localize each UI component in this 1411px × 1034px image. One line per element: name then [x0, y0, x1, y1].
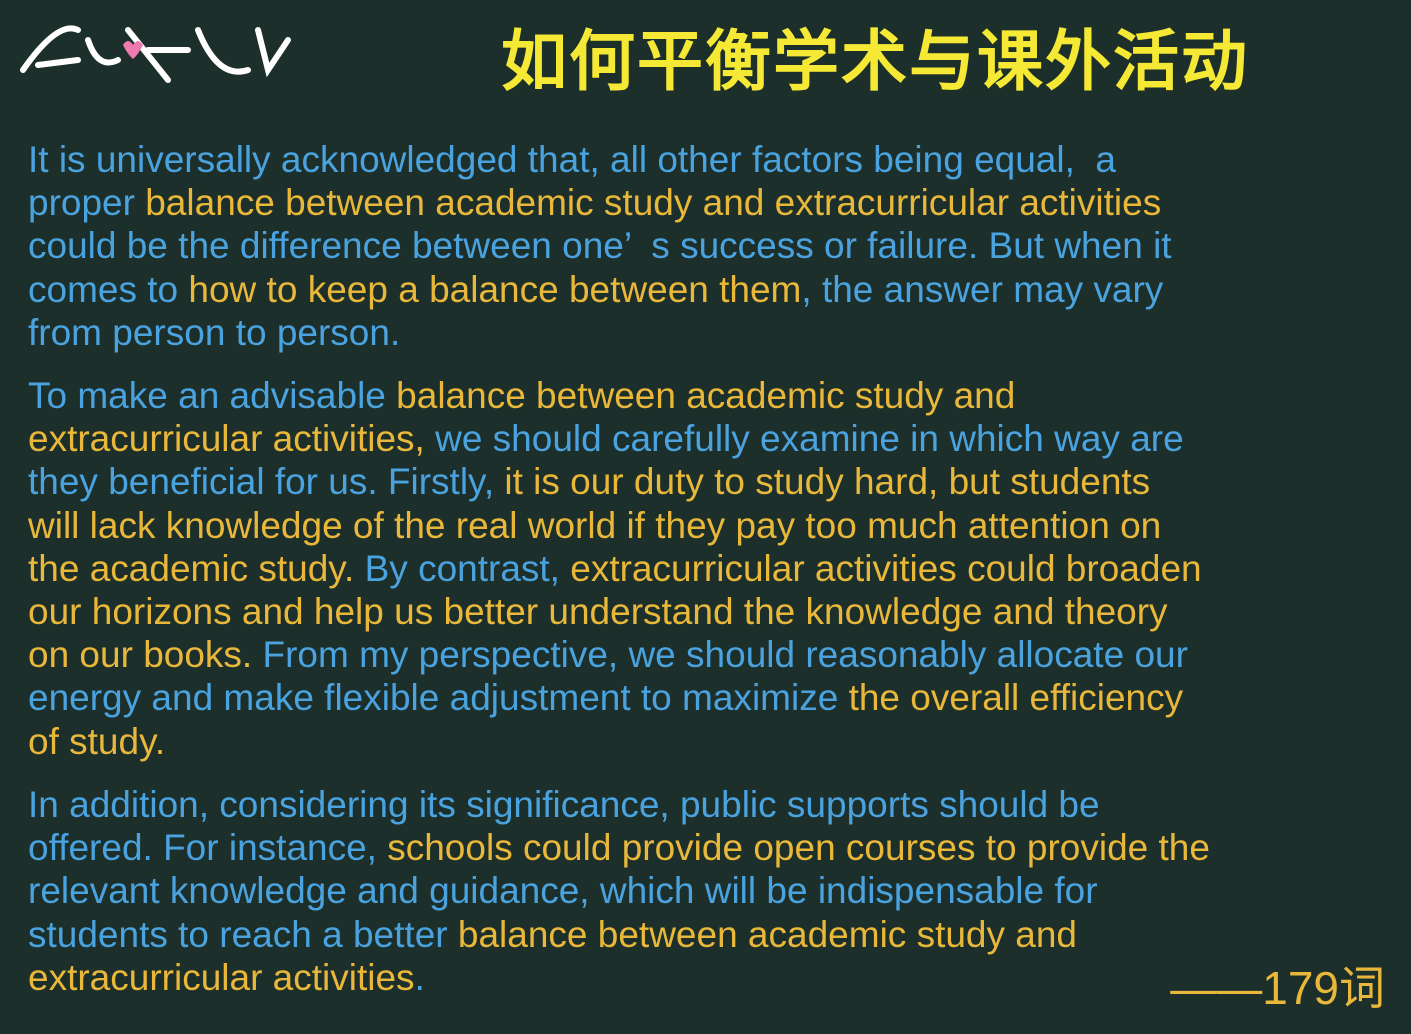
text-segment: schools could provide open courses to pr…	[387, 827, 1210, 869]
text-segment: students to reach a better	[28, 913, 458, 955]
text-line: relevant knowledge and guidance, which w…	[28, 869, 1098, 912]
text-line: will lack knowledge of the real world if…	[28, 504, 1161, 547]
text-line: To make an advisable balance between aca…	[28, 374, 1015, 417]
text-segment: on our books.	[28, 634, 263, 676]
text-segment: .	[414, 956, 425, 998]
text-line: energy and make flexible adjustment to m…	[28, 676, 1183, 719]
text-line: It is universally acknowledged that, all…	[28, 138, 1116, 181]
text-segment: from person to person.	[28, 311, 401, 353]
text-line: they beneficial for us. Firstly, it is o…	[28, 460, 1150, 503]
text-segment: will lack knowledge of the real world if…	[28, 504, 1162, 546]
text-segment: proper	[28, 182, 146, 224]
word-count: ——179词	[1170, 962, 1385, 1014]
text-segment: From my perspective, we should reasonabl…	[262, 634, 1188, 676]
text-segment: energy and make flexible adjustment to m…	[28, 677, 849, 719]
text-segment: extracurricular activities could broaden	[570, 547, 1202, 589]
text-segment: extracurricular activities	[28, 956, 415, 998]
text-segment: how to keep a balance between them	[188, 268, 802, 310]
text-segment: it is our duty to study hard, but studen…	[504, 461, 1151, 503]
logo	[20, 25, 291, 83]
text-segment: of study.	[28, 720, 166, 762]
text-line: the academic study. By contrast, extracu…	[28, 547, 1202, 590]
text-segment: By contrast,	[364, 547, 571, 589]
text-segment: they beneficial for us. Firstly,	[28, 461, 505, 503]
text-segment: balance between academic study and	[396, 375, 1016, 416]
text-segment: balance between academic study and extra…	[145, 182, 1162, 224]
title: 如何平衡学术与课外活动	[501, 23, 1249, 100]
text-line: extracurricular activities.	[28, 956, 425, 999]
text-segment: the academic study.	[28, 547, 365, 589]
text-segment: could be the difference between one’ s s…	[28, 225, 1172, 267]
text-segment: relevant knowledge and guidance, which w…	[28, 870, 1098, 912]
text-line: our horizons and help us better understa…	[28, 590, 1168, 633]
text-line: on our books. From my perspective, we sh…	[28, 633, 1188, 676]
text-line: proper balance between academic study an…	[28, 181, 1161, 224]
text-segment: , the answer may vary	[801, 268, 1164, 310]
text-line: from person to person.	[28, 311, 400, 354]
text-line: of study.	[28, 720, 165, 763]
text-line: comes to how to keep a balance between t…	[28, 268, 1163, 311]
text-segment: the overall efficiency	[848, 677, 1184, 719]
text-segment: comes to	[28, 268, 189, 310]
text-segment: In addition, considering its significanc…	[28, 784, 1100, 825]
text-line: In addition, considering its significanc…	[28, 783, 1100, 826]
text-segment: balance between academic study and	[457, 913, 1078, 955]
text-line: offered. For instance, schools could pro…	[28, 826, 1210, 869]
text-segment: offered. For instance,	[28, 827, 388, 869]
text-segment: It is universally acknowledged that, all…	[28, 139, 1117, 180]
text-line: extracurricular activities, we should ca…	[28, 417, 1184, 460]
text-segment: we should carefully examine in which way…	[435, 418, 1184, 460]
text-segment: extracurricular activities,	[28, 418, 436, 460]
text-line: students to reach a better balance betwe…	[28, 913, 1077, 956]
text-line: could be the difference between one’ s s…	[28, 224, 1172, 267]
text-segment: To make an advisable	[28, 375, 397, 416]
text-segment: our horizons and help us better understa…	[28, 591, 1168, 632]
